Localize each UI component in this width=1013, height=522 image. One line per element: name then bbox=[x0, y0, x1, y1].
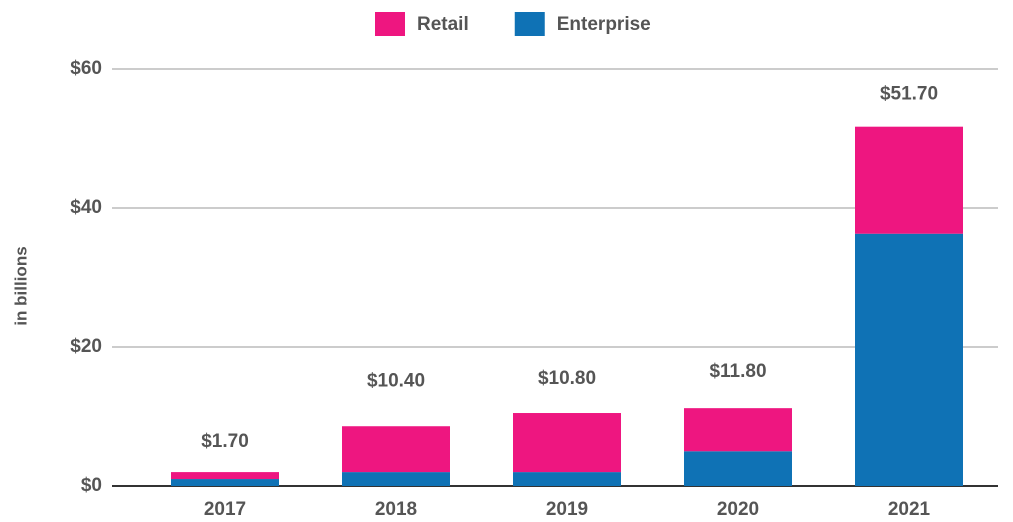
bar-segment bbox=[513, 472, 621, 486]
x-tick-label: 2017 bbox=[204, 499, 246, 520]
y-tick-label: $60 bbox=[70, 58, 102, 79]
bar-segment bbox=[342, 472, 450, 486]
total-label: $10.80 bbox=[538, 368, 596, 389]
bar-segment bbox=[171, 479, 279, 486]
total-label: $1.70 bbox=[201, 431, 249, 452]
bar-segment bbox=[855, 126, 963, 234]
x-tick-label: 2020 bbox=[717, 499, 759, 520]
total-label: $10.40 bbox=[367, 371, 425, 392]
total-label: $51.70 bbox=[880, 84, 938, 105]
bar-segment bbox=[684, 451, 792, 486]
bar-segment bbox=[855, 233, 963, 486]
bar-segment bbox=[171, 472, 279, 480]
legend-label: Enterprise bbox=[557, 14, 651, 35]
total-label: $11.80 bbox=[709, 361, 766, 382]
legend-label: Retail bbox=[417, 14, 469, 35]
legend-swatch bbox=[375, 12, 405, 36]
y-tick-label: $40 bbox=[70, 197, 102, 218]
bar-segment bbox=[684, 408, 792, 452]
x-tick-label: 2019 bbox=[546, 499, 588, 520]
bar-segment bbox=[513, 413, 621, 473]
y-axis-label: in billions bbox=[11, 246, 30, 325]
y-tick-label: $0 bbox=[81, 475, 102, 496]
legend-swatch bbox=[514, 12, 545, 36]
bar-segment bbox=[342, 426, 450, 473]
x-tick-label: 2021 bbox=[888, 499, 931, 520]
x-tick-label: 2018 bbox=[375, 499, 417, 520]
y-tick-label: $20 bbox=[70, 336, 102, 357]
